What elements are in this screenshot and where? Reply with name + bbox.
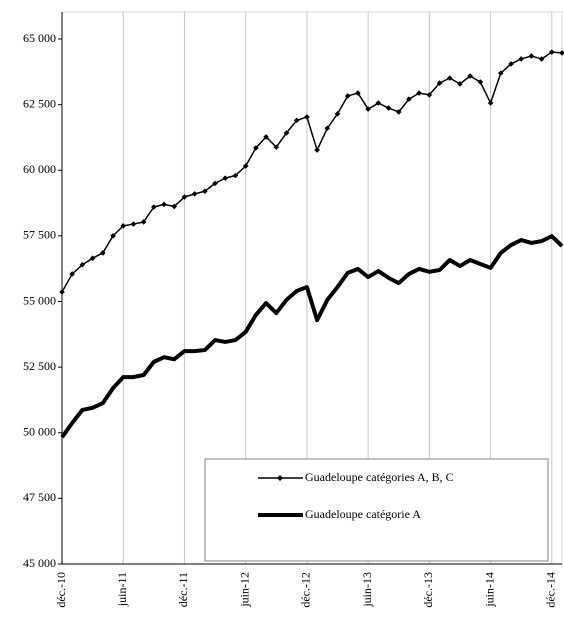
data-point xyxy=(446,75,453,81)
x-tick-label: déc.-14 xyxy=(544,572,558,608)
legend-marker xyxy=(277,475,283,481)
y-tick-label: 60 000 xyxy=(23,162,56,176)
data-point xyxy=(232,172,239,179)
data-point xyxy=(467,73,473,79)
data-point xyxy=(355,90,361,96)
data-point xyxy=(497,70,504,76)
x-tick-label: déc.-12 xyxy=(299,572,313,608)
data-point xyxy=(314,147,320,153)
data-point xyxy=(120,223,127,229)
data-point xyxy=(273,144,280,150)
y-tick-label: 47 500 xyxy=(23,490,56,504)
legend-box xyxy=(204,458,549,562)
data-point xyxy=(416,90,422,96)
series-line xyxy=(61,51,563,293)
data-point xyxy=(171,203,178,210)
data-point xyxy=(375,100,382,106)
data-point xyxy=(538,56,545,62)
data-point xyxy=(365,106,371,112)
data-point xyxy=(436,80,443,86)
data-point xyxy=(426,92,433,98)
y-tick-label: 62 500 xyxy=(23,96,56,110)
y-tick-label: 50 000 xyxy=(23,425,56,439)
data-point xyxy=(191,191,198,197)
data-point xyxy=(559,50,564,56)
data-point xyxy=(222,175,229,181)
data-point xyxy=(487,100,494,106)
data-point xyxy=(89,255,96,261)
data-point xyxy=(181,194,188,200)
data-point xyxy=(508,61,514,67)
data-point xyxy=(100,250,106,256)
x-tick-label: déc.-11 xyxy=(176,572,190,607)
y-tick-label: 45 000 xyxy=(23,556,56,570)
y-tick-label: 55 000 xyxy=(23,293,56,307)
data-point xyxy=(253,145,259,151)
data-point xyxy=(130,221,137,227)
data-point xyxy=(59,289,65,295)
data-point xyxy=(528,53,535,59)
y-tick-label: 65 000 xyxy=(23,31,56,45)
data-point xyxy=(406,96,412,102)
data-point xyxy=(344,93,351,99)
data-point xyxy=(304,114,310,120)
data-point xyxy=(283,130,290,136)
legend-label: Guadeloupe catégories A, B, C xyxy=(305,470,454,484)
data-point xyxy=(202,188,208,195)
data-point xyxy=(334,111,341,117)
y-tick-label: 52 500 xyxy=(23,359,56,373)
data-point xyxy=(110,233,116,239)
x-tick-label: juin-14 xyxy=(482,572,496,608)
data-point xyxy=(477,79,484,85)
x-tick-label: juin-12 xyxy=(237,572,251,608)
data-point xyxy=(151,204,157,210)
series-line xyxy=(60,234,564,439)
data-point xyxy=(518,56,524,62)
data-point xyxy=(69,271,76,277)
x-tick-label: juin-13 xyxy=(360,572,374,608)
data-point xyxy=(457,81,463,87)
data-point xyxy=(548,49,555,55)
data-point xyxy=(79,261,86,268)
legend-label: Guadeloupe catégorie A xyxy=(305,507,421,521)
data-point xyxy=(161,201,167,208)
data-point xyxy=(385,105,392,111)
x-tick-label: déc.-13 xyxy=(421,572,435,608)
data-point xyxy=(212,180,218,187)
data-point xyxy=(395,109,402,115)
y-tick-label: 57 500 xyxy=(23,228,56,242)
data-point xyxy=(324,125,331,132)
data-point xyxy=(242,163,249,169)
data-point xyxy=(263,134,269,140)
data-point xyxy=(293,117,300,124)
x-tick-label: juin-11 xyxy=(115,572,129,607)
data-point xyxy=(140,219,147,225)
x-tick-label: déc.-10 xyxy=(54,572,68,608)
